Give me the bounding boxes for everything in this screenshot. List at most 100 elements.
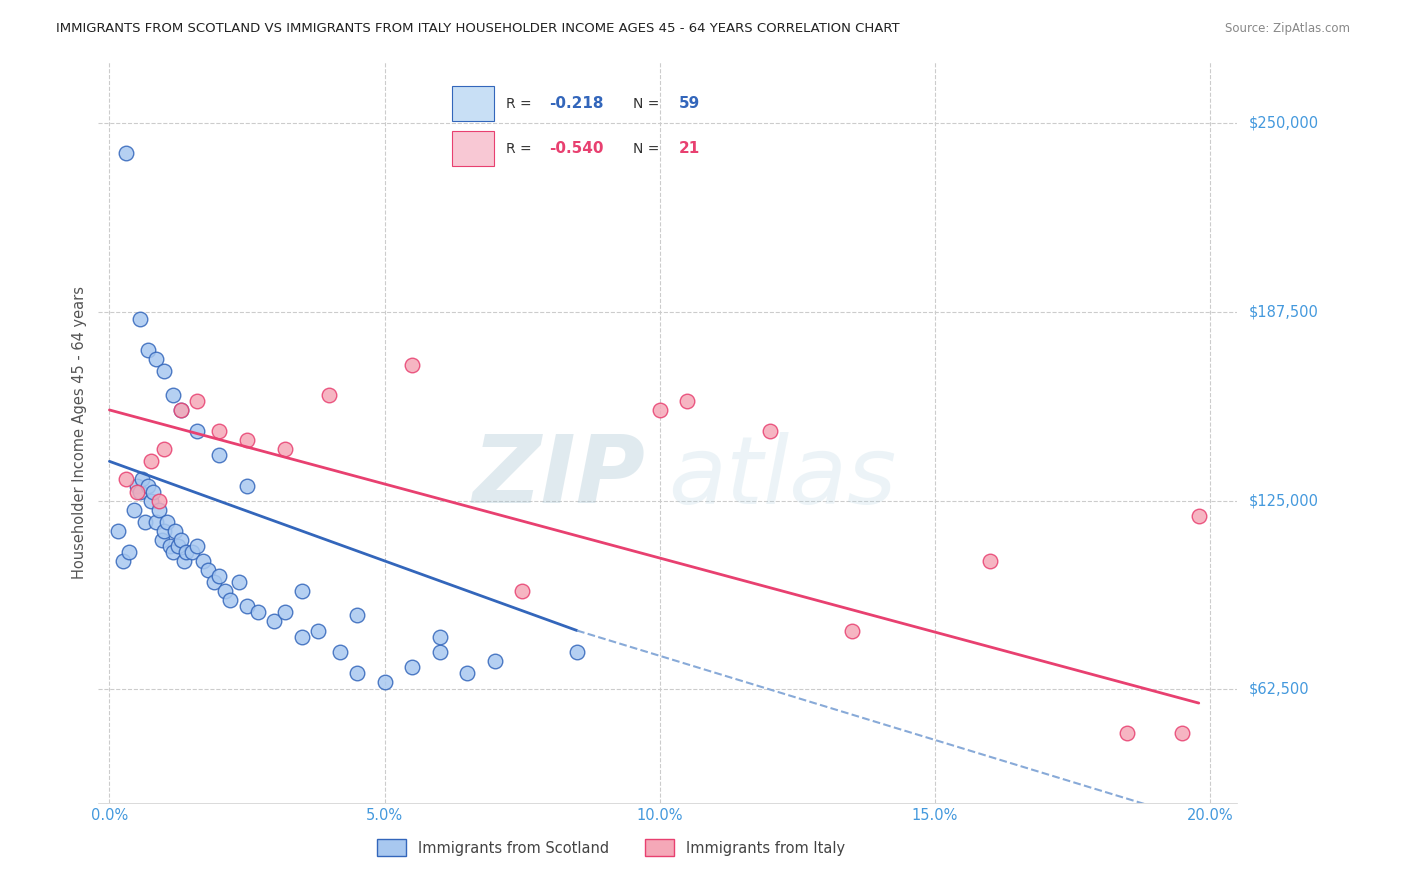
Text: $250,000: $250,000 xyxy=(1249,115,1319,130)
Text: 59: 59 xyxy=(679,96,700,111)
Point xyxy=(156,515,179,529)
Point xyxy=(274,606,297,620)
Point xyxy=(202,575,225,590)
Point xyxy=(841,624,863,638)
Point xyxy=(167,539,190,553)
Point xyxy=(1116,726,1139,740)
Text: R =: R = xyxy=(506,96,531,111)
Point xyxy=(107,524,129,538)
Point xyxy=(373,674,395,689)
Point xyxy=(122,502,145,516)
Point xyxy=(153,364,176,378)
Point xyxy=(170,403,193,417)
Point xyxy=(136,343,159,357)
Point xyxy=(429,630,451,644)
Text: atlas: atlas xyxy=(668,432,896,523)
Point xyxy=(170,403,193,417)
Point xyxy=(139,493,162,508)
Text: IMMIGRANTS FROM SCOTLAND VS IMMIGRANTS FROM ITALY HOUSEHOLDER INCOME AGES 45 - 6: IMMIGRANTS FROM SCOTLAND VS IMMIGRANTS F… xyxy=(56,22,900,36)
Text: R =: R = xyxy=(506,142,531,155)
Point xyxy=(176,545,198,559)
Point xyxy=(263,615,285,629)
Point xyxy=(291,584,314,599)
Point xyxy=(346,608,368,623)
Point xyxy=(186,424,208,438)
Point xyxy=(148,493,170,508)
Point xyxy=(131,473,153,487)
Point xyxy=(228,575,250,590)
Point xyxy=(136,478,159,492)
Point xyxy=(219,593,242,607)
Point xyxy=(191,554,214,568)
Point xyxy=(676,393,699,408)
Point xyxy=(236,478,259,492)
Text: $187,500: $187,500 xyxy=(1249,304,1319,319)
Point xyxy=(214,584,236,599)
Point xyxy=(145,351,167,366)
Point xyxy=(456,665,478,680)
Point xyxy=(170,533,193,547)
Point xyxy=(401,358,423,372)
Point xyxy=(134,515,156,529)
Text: -0.218: -0.218 xyxy=(548,96,603,111)
Point xyxy=(181,545,204,559)
Point xyxy=(112,554,135,568)
Text: 21: 21 xyxy=(679,141,700,156)
Text: ZIP: ZIP xyxy=(472,431,645,523)
Point xyxy=(1188,508,1211,523)
Point xyxy=(159,539,181,553)
Point xyxy=(128,312,150,326)
Point xyxy=(346,665,368,680)
Point xyxy=(186,393,208,408)
Point xyxy=(115,146,138,161)
Point xyxy=(197,563,219,577)
Point xyxy=(162,388,184,402)
Point xyxy=(246,606,269,620)
Point xyxy=(236,599,259,614)
Point xyxy=(510,584,533,599)
Point xyxy=(484,654,506,668)
Point xyxy=(118,545,141,559)
Text: $62,500: $62,500 xyxy=(1249,682,1309,697)
Point xyxy=(153,524,176,538)
Point xyxy=(979,554,1001,568)
Point xyxy=(291,630,314,644)
Point xyxy=(125,478,148,492)
Point xyxy=(125,484,148,499)
Y-axis label: Householder Income Ages 45 - 64 years: Householder Income Ages 45 - 64 years xyxy=(72,286,87,579)
Text: -0.540: -0.540 xyxy=(548,141,603,156)
Point xyxy=(145,515,167,529)
Text: $125,000: $125,000 xyxy=(1249,493,1319,508)
Point xyxy=(318,388,340,402)
Point xyxy=(142,484,165,499)
FancyBboxPatch shape xyxy=(451,131,495,166)
Point xyxy=(139,454,162,468)
Point xyxy=(308,624,330,638)
Text: N =: N = xyxy=(633,142,659,155)
Point xyxy=(274,442,297,457)
Point xyxy=(173,554,195,568)
Point xyxy=(329,645,352,659)
Point xyxy=(150,533,173,547)
Legend: Immigrants from Scotland, Immigrants from Italy: Immigrants from Scotland, Immigrants fro… xyxy=(371,834,851,863)
Point xyxy=(758,424,780,438)
Point xyxy=(429,645,451,659)
Point xyxy=(1171,726,1194,740)
Text: N =: N = xyxy=(633,96,659,111)
FancyBboxPatch shape xyxy=(451,87,495,121)
Point xyxy=(153,442,176,457)
Point xyxy=(115,473,138,487)
Point xyxy=(165,524,187,538)
Point xyxy=(148,502,170,516)
Point xyxy=(565,645,588,659)
Point xyxy=(186,539,208,553)
Point xyxy=(648,403,671,417)
Point xyxy=(401,660,423,674)
Point xyxy=(208,569,231,583)
Point xyxy=(128,484,150,499)
Text: Source: ZipAtlas.com: Source: ZipAtlas.com xyxy=(1225,22,1350,36)
Point xyxy=(162,545,184,559)
Point xyxy=(236,433,259,447)
Point xyxy=(208,448,231,462)
Point xyxy=(208,424,231,438)
